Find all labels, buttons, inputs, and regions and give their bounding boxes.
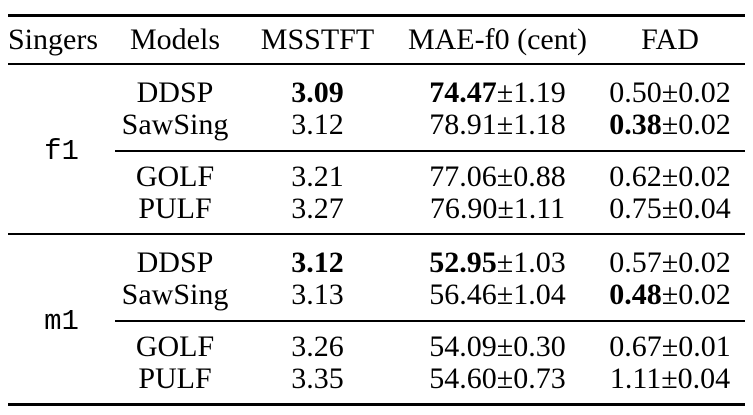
fad-cell: 0.57±0.02 — [595, 247, 745, 279]
fad-cell: 1.11±0.04 — [595, 363, 745, 395]
value-error: ±0.02 — [661, 160, 731, 193]
value-main: 76.90 — [429, 192, 498, 225]
value-error: ±0.02 — [661, 278, 731, 311]
value-error: ±0.02 — [661, 108, 731, 141]
value-main: 1.11 — [609, 362, 662, 395]
mae-f0-cell: 76.90±1.11 — [400, 193, 595, 225]
value-error: ±0.04 — [661, 192, 731, 225]
fad-cell: 0.75±0.04 — [595, 193, 745, 225]
model-cell: SawSing — [121, 108, 229, 141]
value-error: ±0.30 — [496, 330, 566, 363]
value-main: 77.06 — [429, 160, 497, 193]
column-header-mae-f0: MAE-f0 (cent) — [407, 23, 588, 56]
model-cell: PULF — [138, 192, 212, 225]
model-cell: GOLF — [135, 160, 215, 193]
msstft-cell: 3.26 — [291, 330, 344, 363]
table-body: f1 DDSP 3.09 74.47±1.19 0.50±0.02 SawSing 3.12… — [8, 65, 745, 403]
value-main: 52.95 — [429, 246, 497, 279]
mae-f0-cell: 56.46±1.04 — [400, 279, 595, 311]
value-error: ±1.04 — [496, 278, 566, 311]
results-table: Singers Models MSSTFT MAE-f0 (cent) FAD … — [8, 14, 745, 406]
value-main: 0.75 — [609, 192, 662, 225]
msstft-cell: 3.13 — [291, 278, 344, 311]
value-main: 0.67 — [609, 330, 662, 363]
value-error: ±0.01 — [661, 330, 731, 363]
value-main: 0.38 — [609, 108, 662, 141]
mae-f0-cell: 74.47±1.19 — [400, 77, 595, 109]
group-split-rule — [115, 311, 745, 331]
msstft-cell: 3.09 — [291, 76, 344, 109]
fad-cell: 0.62±0.02 — [595, 161, 745, 193]
group-split-rule-line — [115, 150, 745, 152]
column-header-models: Models — [130, 23, 220, 56]
value-error: ±0.88 — [496, 160, 566, 193]
mae-f0-cell: 54.60±0.73 — [400, 363, 595, 395]
singer-group-m1: m1 DDSP 3.12 52.95±1.03 0.57±0.02 SawSing 3.13… — [8, 235, 745, 403]
msstft-cell: 3.21 — [291, 160, 344, 193]
bottom-rule — [8, 403, 745, 406]
singer-group-f1: f1 DDSP 3.09 74.47±1.19 0.50±0.02 SawSing 3.12… — [8, 65, 745, 233]
model-cell: DDSP — [136, 246, 214, 279]
value-error: ±0.02 — [661, 76, 731, 109]
msstft-cell: 3.12 — [291, 108, 344, 141]
model-cell: GOLF — [135, 330, 215, 363]
value-error: ±0.04 — [661, 362, 731, 395]
value-main: 74.47 — [429, 76, 497, 109]
value-main: 0.62 — [609, 160, 662, 193]
value-main: 56.46 — [429, 278, 497, 311]
value-error: ±1.03 — [496, 246, 566, 279]
fad-cell: 0.48±0.02 — [595, 279, 745, 311]
value-error: ±1.18 — [496, 108, 566, 141]
msstft-cell: 3.12 — [291, 246, 344, 279]
value-main: 54.60 — [429, 362, 497, 395]
singer-label-m1: m1 — [44, 304, 79, 338]
value-main: 54.09 — [429, 330, 497, 363]
value-main: 78.91 — [429, 108, 497, 141]
value-main: 0.50 — [609, 76, 662, 109]
value-error: ±1.19 — [496, 76, 566, 109]
mae-f0-cell: 52.95±1.03 — [400, 247, 595, 279]
mae-f0-cell: 54.09±0.30 — [400, 331, 595, 363]
msstft-cell: 3.35 — [291, 362, 344, 395]
model-cell: DDSP — [136, 76, 214, 109]
column-header-msstft: MSSTFT — [260, 23, 375, 56]
top-rule — [8, 14, 745, 17]
section-divider-rule — [8, 233, 745, 235]
fad-cell: 0.50±0.02 — [595, 77, 745, 109]
header-rule — [8, 63, 745, 65]
value-error: ±0.02 — [661, 246, 731, 279]
model-cell: PULF — [138, 362, 212, 395]
value-main: 0.57 — [609, 246, 662, 279]
msstft-cell: 3.27 — [291, 192, 344, 225]
group-split-rule-line — [115, 320, 745, 322]
fad-cell: 0.67±0.01 — [595, 331, 745, 363]
singer-label-f1: f1 — [44, 134, 79, 168]
table-header-row: Singers Models MSSTFT MAE-f0 (cent) FAD — [8, 17, 745, 63]
mae-f0-cell: 78.91±1.18 — [400, 109, 595, 141]
value-error: ±0.73 — [496, 362, 566, 395]
value-error: ±1.11 — [497, 192, 566, 225]
model-cell: SawSing — [121, 278, 229, 311]
mae-f0-cell: 77.06±0.88 — [400, 161, 595, 193]
fad-cell: 0.38±0.02 — [595, 109, 745, 141]
value-main: 0.48 — [609, 278, 662, 311]
column-header-singers: Singers — [8, 23, 98, 56]
group-split-rule — [115, 141, 745, 161]
column-header-fad: FAD — [641, 23, 699, 56]
